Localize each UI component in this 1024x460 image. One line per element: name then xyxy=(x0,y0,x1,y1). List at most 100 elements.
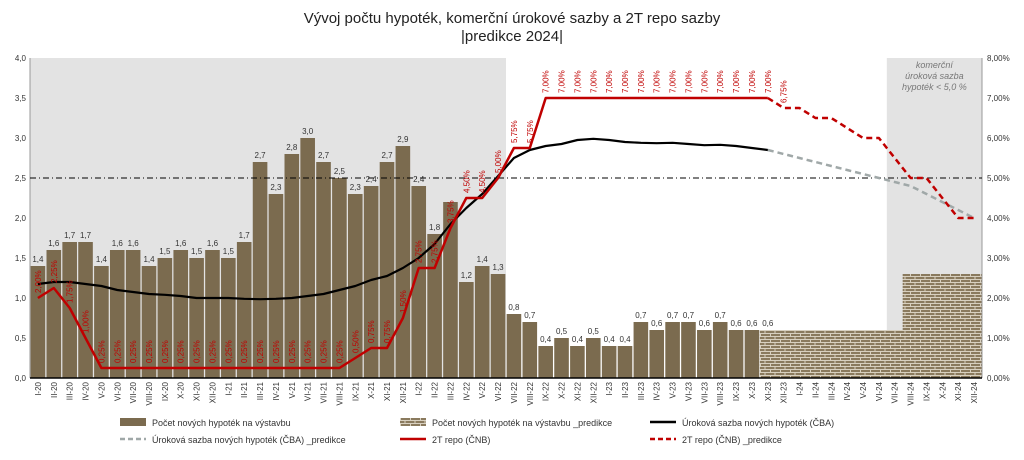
chart-subtitle: |predikce 2024| xyxy=(461,28,563,45)
repo-label: 0,25% xyxy=(224,340,233,363)
x-tick: X-21 xyxy=(367,381,376,398)
bar-label: 0,7 xyxy=(715,311,727,320)
bar-label: 3,0 xyxy=(302,127,314,136)
bar-prediction xyxy=(823,330,840,378)
repo-label: 7,00% xyxy=(700,70,709,93)
x-tick: V-21 xyxy=(288,381,297,398)
x-tick: VII-21 xyxy=(320,381,329,403)
x-tick: VI-20 xyxy=(113,381,122,401)
x-tick: XII-20 xyxy=(208,381,217,403)
x-tick: XI-24 xyxy=(954,381,963,401)
bar-label: 0,6 xyxy=(731,319,743,328)
repo-label: 2,00% xyxy=(34,270,43,293)
bar-prediction xyxy=(759,330,777,378)
x-tick: X-20 xyxy=(177,381,186,398)
repo-label: 7,00% xyxy=(573,70,582,93)
x-tick: II-23 xyxy=(621,381,630,398)
bar-prediction xyxy=(950,274,967,378)
bar xyxy=(252,162,268,378)
repo-label: 7,00% xyxy=(764,70,773,93)
bar xyxy=(554,338,569,378)
x-tick: II-24 xyxy=(811,381,820,398)
x-tick: V-22 xyxy=(478,381,487,398)
bar-prediction xyxy=(807,330,824,378)
line-repo-prediction xyxy=(767,96,975,220)
x-tick: I-21 xyxy=(224,381,233,395)
repo-label: 0,25% xyxy=(161,340,170,363)
bar-label: 1,6 xyxy=(112,239,124,248)
repo-label: 5,75% xyxy=(526,120,535,143)
x-tick: VI-24 xyxy=(875,381,884,401)
repo-label: 0,25% xyxy=(304,340,313,363)
y-tick-left: 1,0 xyxy=(15,294,27,303)
chart-title: Vývoj počtu hypoték, komerční úrokové sa… xyxy=(304,10,721,27)
line-series xyxy=(37,96,975,370)
repo-label: 0,25% xyxy=(335,340,344,363)
x-tick: II-21 xyxy=(240,381,249,398)
repo-label: 0,25% xyxy=(145,340,154,363)
repo-label: 7,00% xyxy=(621,70,630,93)
x-tick: IX-23 xyxy=(732,381,741,401)
x-tick: VI-21 xyxy=(304,381,313,401)
y-tick-right: 3,00% xyxy=(987,254,1010,263)
bar xyxy=(78,242,93,378)
annotation-text: komerční xyxy=(916,60,955,70)
bar xyxy=(189,258,204,378)
bar-prediction xyxy=(934,274,951,378)
bar-label: 1,7 xyxy=(239,231,251,240)
bar-prediction xyxy=(775,330,793,378)
bar xyxy=(30,266,46,378)
bar-label: 0,7 xyxy=(683,311,695,320)
bar xyxy=(474,266,490,378)
bar-label: 1,3 xyxy=(493,263,505,272)
bar xyxy=(332,178,347,378)
bar-label: 2,7 xyxy=(318,151,330,160)
bar-label: 1,6 xyxy=(207,239,219,248)
repo-label: 7,00% xyxy=(558,70,567,93)
repo-label: 0,50% xyxy=(351,330,360,353)
x-tick: V-24 xyxy=(859,381,868,398)
bar-label: 2,7 xyxy=(255,151,267,160)
bar xyxy=(490,274,506,378)
bar xyxy=(681,322,696,378)
bar xyxy=(665,322,680,378)
bar xyxy=(570,346,585,378)
bar-label: 1,2 xyxy=(461,271,473,280)
repo-label: 0,25% xyxy=(320,340,329,363)
x-tick: II-22 xyxy=(431,381,440,398)
legend-label: Počet nových hypoték na výstavbu xyxy=(152,418,291,428)
y-tick-left: 4,0 xyxy=(15,54,27,63)
bar xyxy=(236,242,252,378)
repo-label: 7,00% xyxy=(669,70,678,93)
bar-prediction xyxy=(886,330,904,378)
y-tick-right: 5,00% xyxy=(987,174,1010,183)
bar xyxy=(617,346,633,378)
y-tick-left: 2,5 xyxy=(15,174,27,183)
bar xyxy=(443,202,458,378)
x-tick: III-21 xyxy=(256,381,265,400)
x-tick: III-22 xyxy=(446,381,455,400)
y-tick-right: 6,00% xyxy=(987,134,1010,143)
bar-label: 0,4 xyxy=(604,335,616,344)
x-tick: III-20 xyxy=(66,381,75,400)
legend-label: 2T repo (ČNB) _predikce xyxy=(682,435,782,445)
x-tick: XII-24 xyxy=(970,381,979,403)
x-tick: IV-22 xyxy=(462,381,471,400)
x-tick: II-20 xyxy=(50,381,59,398)
legend-label: Počet nových hypoték na výstavbu _predik… xyxy=(432,418,612,428)
x-tick: IV-21 xyxy=(272,381,281,400)
y-tick-left: 1,5 xyxy=(15,254,27,263)
x-tick: VIII-23 xyxy=(716,381,725,405)
bar-label: 0,4 xyxy=(572,335,584,344)
x-tick: III-23 xyxy=(637,381,646,400)
bar-prediction xyxy=(902,274,920,378)
x-tick: XII-23 xyxy=(780,381,789,403)
bar-label: 1,7 xyxy=(64,231,76,240)
bar-label: 1,4 xyxy=(477,255,489,264)
bar xyxy=(173,250,189,378)
x-tick: I-20 xyxy=(34,381,43,395)
repo-label: 0,25% xyxy=(97,340,106,363)
bar xyxy=(633,322,649,378)
